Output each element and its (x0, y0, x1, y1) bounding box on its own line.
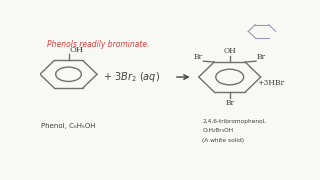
Text: OH: OH (223, 47, 236, 55)
Text: OH: OH (70, 46, 84, 54)
Text: Br: Br (257, 53, 266, 61)
Text: Phenols readily brominate.: Phenols readily brominate. (47, 40, 150, 49)
Text: (A white solid): (A white solid) (203, 138, 244, 143)
Text: Br: Br (193, 53, 203, 61)
Text: 2,4,6-tribromophenol,: 2,4,6-tribromophenol, (203, 119, 267, 124)
Text: Br: Br (225, 99, 234, 107)
Text: Phenol, C₆H₅OH: Phenol, C₆H₅OH (41, 123, 96, 129)
Text: C₆H₂Br₃OH: C₆H₂Br₃OH (203, 128, 234, 133)
Text: $+\ 3Br_2\ (aq)$: $+\ 3Br_2\ (aq)$ (103, 70, 160, 84)
Text: +3HBr: +3HBr (257, 79, 284, 87)
